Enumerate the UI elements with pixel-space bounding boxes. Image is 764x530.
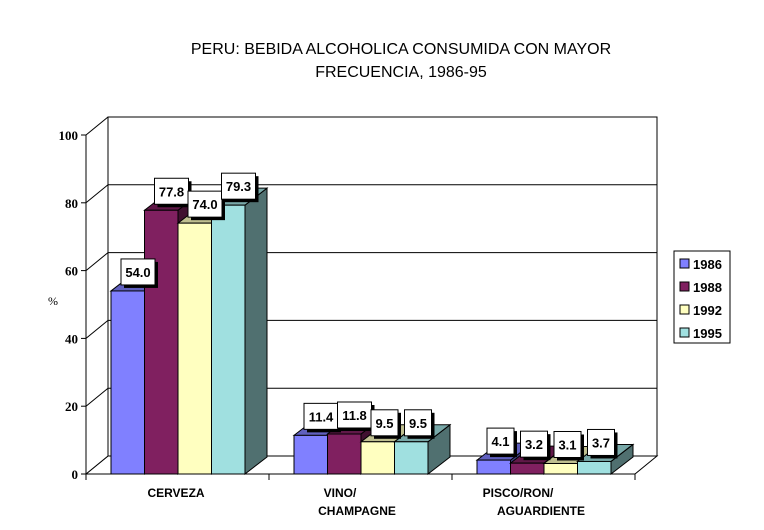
- data-label-text: 77.8: [159, 184, 184, 199]
- data-label-1992-0: 74.0: [187, 190, 225, 221]
- data-label-text: 3.7: [592, 435, 610, 450]
- bar-front: [177, 222, 212, 475]
- legend-label-1986: 1986: [693, 257, 722, 272]
- bar-1995-0: [210, 187, 269, 476]
- data-label-box: [120, 258, 156, 286]
- data-label-1988-2: 3.2: [520, 430, 551, 461]
- x-category-label: CERVEZA: [147, 486, 204, 500]
- gridline-side: [85, 184, 109, 204]
- data-label-text: 9.5: [409, 416, 427, 431]
- data-label-box: [587, 428, 615, 456]
- data-label-box: [553, 430, 582, 458]
- data-label-box: [154, 177, 189, 205]
- data-label-1995-2: 3.7: [587, 428, 618, 459]
- data-label-text: 3.1: [558, 437, 576, 452]
- data-label-1988-0: 77.8: [154, 177, 192, 208]
- data-label-box: [187, 190, 223, 218]
- bar-front: [110, 290, 145, 475]
- legend-swatch-1986: [679, 258, 690, 269]
- y-tick-label: 80: [65, 196, 78, 211]
- y-tick-label: 20: [65, 399, 78, 414]
- bar-front: [211, 204, 246, 475]
- bar-side: [244, 187, 268, 476]
- data-label-1986-1: 11.4: [303, 402, 341, 433]
- data-label-text: 11.8: [342, 408, 367, 423]
- x-category-label: VINO/: [324, 486, 357, 500]
- data-label-1995-1: 9.5: [404, 409, 435, 439]
- gridline-side: [85, 252, 109, 271]
- data-label-text: 54.0: [125, 265, 150, 280]
- legend: 1986 1988 1992 1995: [673, 250, 731, 344]
- data-labels: 54.0 77.8 74.0 79.3 11.4 11.8 9.5 9.5 4.1 3.2 3.1 3…: [120, 172, 618, 461]
- legend-swatch-1995: [679, 327, 690, 338]
- y-axis-label: %: [48, 294, 58, 308]
- data-label-text: 4.1: [491, 434, 509, 449]
- bar-front: [476, 459, 511, 475]
- bar-front: [144, 209, 179, 475]
- data-label-text: 79.3: [226, 179, 251, 194]
- bar-front: [394, 441, 429, 475]
- chart-title-line-2: FRECUENCIA, 1986-95: [315, 64, 487, 81]
- data-label-text: 11.4: [309, 409, 334, 424]
- bar-front: [293, 434, 328, 475]
- data-label-1986-0: 54.0: [120, 258, 158, 288]
- x-category-label: CHAMPAGNE: [318, 504, 396, 518]
- legend-swatch-1988: [679, 281, 690, 292]
- data-label-1988-1: 11.8: [337, 401, 375, 431]
- data-label-text: 3.2: [525, 437, 543, 452]
- legend-label-1992: 1992: [693, 303, 722, 318]
- y-tick-label: 100: [59, 128, 79, 143]
- data-label-1986-2: 4.1: [486, 427, 517, 458]
- data-label-text: 9.5: [375, 416, 393, 431]
- data-label-box: [486, 427, 515, 455]
- data-label-box: [404, 409, 432, 437]
- gridline-side: [85, 455, 109, 475]
- data-label-box: [221, 172, 256, 200]
- x-category-label: PISCO/RON/: [483, 486, 554, 500]
- data-label-1995-0: 79.3: [221, 172, 259, 203]
- bar-front: [543, 462, 578, 475]
- side-wall: [86, 117, 108, 474]
- gridline-side: [85, 387, 109, 407]
- legend-swatch-1992: [679, 304, 690, 315]
- data-label-box: [520, 430, 548, 458]
- bar-front: [577, 460, 612, 475]
- data-label-text: 74.0: [192, 197, 217, 212]
- gridline-side: [85, 116, 109, 136]
- data-label-1992-1: 9.5: [370, 409, 401, 439]
- data-label-1992-2: 3.1: [553, 430, 584, 461]
- x-category-label: AGUARDIENTE: [497, 504, 585, 518]
- y-tick-label: 60: [65, 264, 78, 279]
- legend-label-1995: 1995: [693, 326, 722, 341]
- data-label-box: [303, 402, 339, 430]
- y-axis: 0 20 40 60 80 100: [59, 128, 87, 482]
- x-axis: CERVEZA VINO/CHAMPAGNE PISCO/RON/AGUARDIEN…: [85, 473, 636, 518]
- bar-front: [510, 462, 545, 475]
- y-tick-label: 0: [72, 467, 79, 482]
- chart-title: PERU: BEBIDA ALCOHOLICA CONSUMIDA CON MA…: [191, 41, 611, 81]
- gridline-side: [85, 320, 109, 339]
- legend-label-1988: 1988: [693, 280, 722, 295]
- bar-front: [327, 433, 362, 475]
- y-tick-label: 40: [65, 331, 78, 346]
- chart-title-line-1: PERU: BEBIDA ALCOHOLICA CONSUMIDA CON MA…: [191, 41, 611, 58]
- data-label-box: [370, 409, 399, 437]
- bar-front: [360, 441, 395, 475]
